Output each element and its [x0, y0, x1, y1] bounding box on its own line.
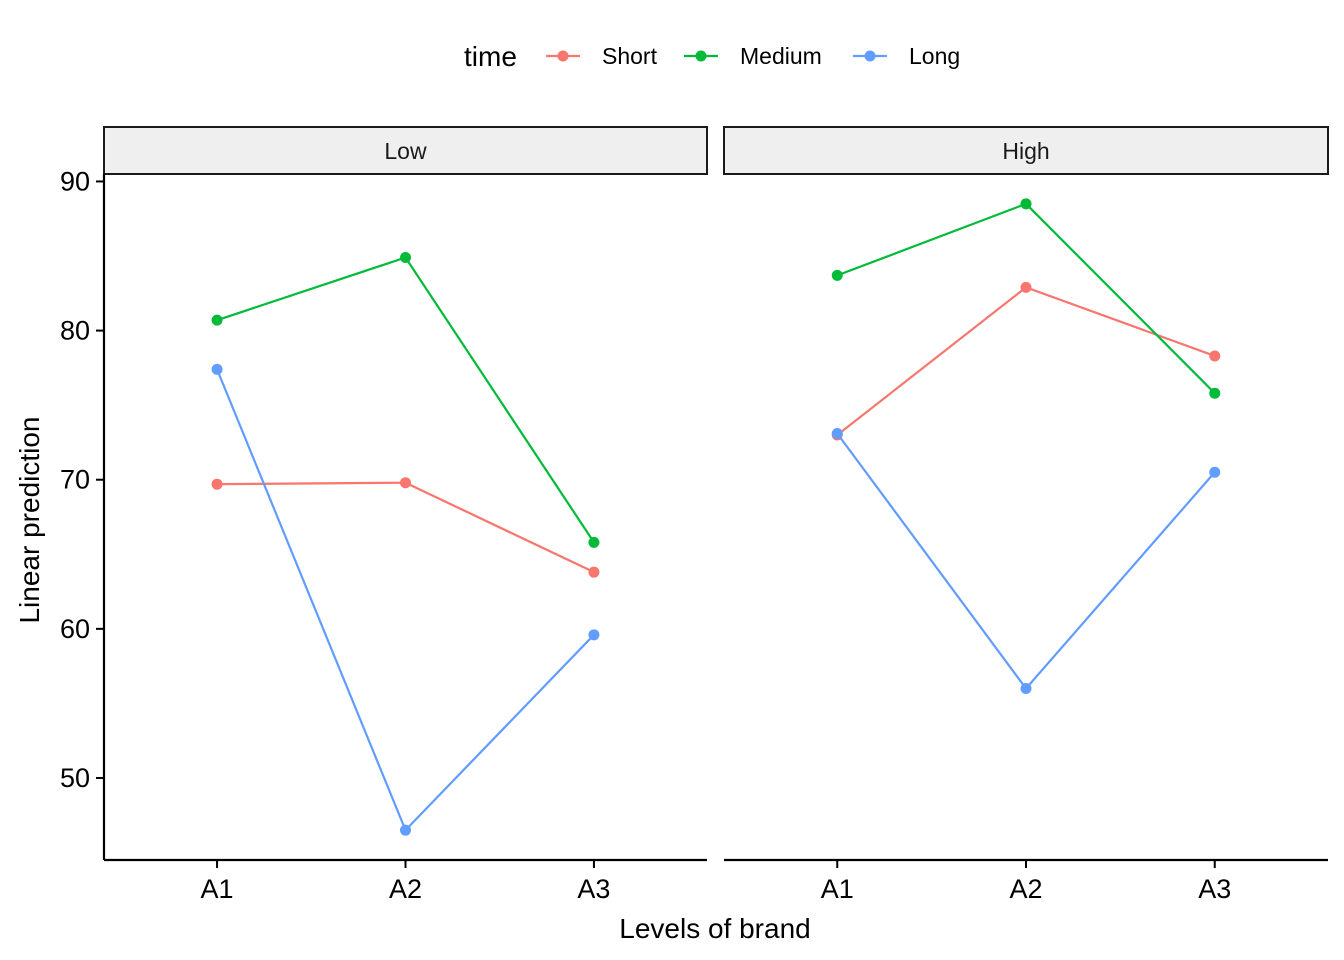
x-tick-label: A3 [1198, 874, 1231, 904]
data-point-medium [1020, 198, 1032, 210]
series-line-medium [836, 202, 1216, 394]
legend-label: Medium [740, 43, 822, 69]
legend-title: time [464, 41, 517, 72]
data-point-medium [211, 314, 223, 326]
legend-label: Long [909, 43, 960, 69]
data-point-long [1209, 466, 1221, 478]
legend-item-short: Short [546, 43, 658, 69]
legend-key-point [695, 50, 707, 62]
x-tick-label: A2 [389, 874, 422, 904]
series-line-long [216, 368, 595, 833]
data-point-short [588, 566, 600, 578]
data-point-long [831, 427, 843, 439]
x-tick-label: A2 [1009, 874, 1042, 904]
series-line-short [217, 481, 595, 574]
data-point-long [1020, 683, 1032, 694]
y-tick-label: 90 [60, 166, 90, 196]
legend-item-medium: Medium [684, 43, 822, 69]
y-tick-label: 80 [60, 316, 90, 346]
legend-key-point [557, 50, 569, 62]
data-point-short [1209, 350, 1221, 362]
panel-high: High A1 A2 A3 [723, 126, 1329, 904]
legend-item-long: Long [853, 43, 960, 69]
legend-label: Short [602, 43, 658, 69]
panel-low: Low A1 A2 A3 [103, 126, 708, 904]
legend: time Short Medium Long [464, 41, 960, 72]
series-line-medium [216, 256, 595, 543]
data-point-short [400, 477, 411, 489]
panel-strip-label: Low [384, 138, 427, 164]
data-point-medium [831, 269, 843, 281]
data-point-short [211, 478, 223, 490]
y-tick-label: 60 [60, 614, 90, 644]
data-point-long [211, 363, 223, 375]
data-point-medium [400, 252, 411, 264]
data-point-short [1020, 281, 1032, 293]
y-axis: 50 60 70 80 90 [60, 166, 106, 860]
x-tick-label: A3 [577, 874, 610, 904]
panel-strip [723, 126, 1329, 175]
data-point-medium [588, 536, 600, 548]
series-line-short [836, 286, 1216, 436]
data-point-medium [1209, 387, 1221, 399]
y-axis-title: Linear prediction [14, 416, 45, 623]
data-point-long [400, 824, 411, 836]
panel-strip [103, 126, 708, 175]
x-axis-title: Levels of brand [619, 913, 810, 944]
series-line-long [836, 432, 1216, 691]
y-tick-label: 50 [60, 763, 90, 793]
data-point-long [588, 629, 600, 641]
y-tick-label: 70 [60, 465, 90, 495]
x-tick-label: A1 [201, 874, 234, 904]
panel-strip-label: High [1002, 138, 1049, 164]
legend-key-point [864, 50, 876, 62]
x-tick-label: A1 [821, 874, 854, 904]
